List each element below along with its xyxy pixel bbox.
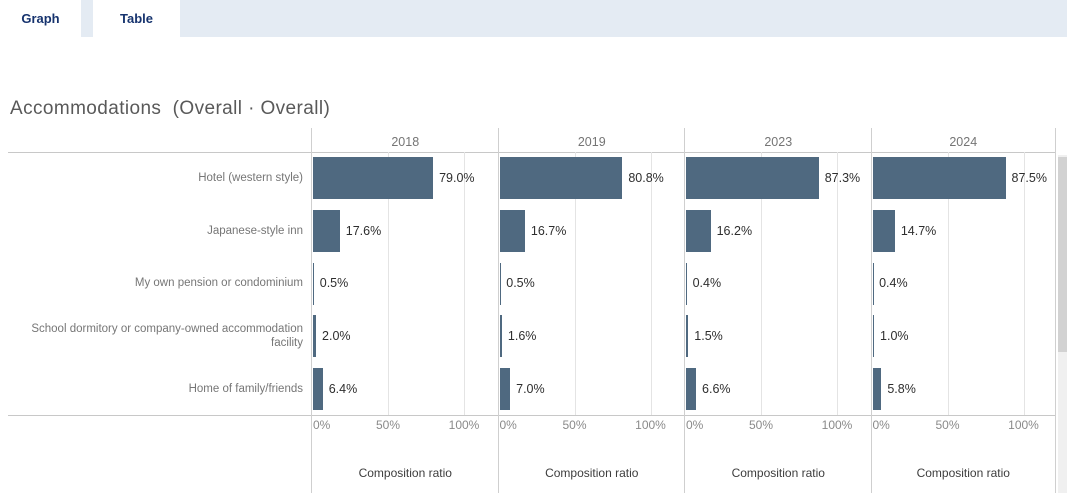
x-tick-50: 50%: [562, 418, 587, 432]
chart-title: Accommodations (Overall · Overall): [10, 98, 331, 119]
bar-2019-2[interactable]: [499, 262, 501, 305]
bar-value-label: 16.2%: [716, 223, 753, 238]
bar-2018-0[interactable]: [313, 157, 434, 200]
bar-2023-4[interactable]: [686, 367, 697, 410]
bar-value-label: 7.0%: [516, 381, 545, 396]
bar-2024-0[interactable]: [872, 157, 1006, 200]
gridline-100: [1023, 152, 1025, 415]
bar-value-label: 0.5%: [506, 276, 535, 291]
panel-divider: [684, 128, 685, 493]
category-label: Home of family/friends: [188, 382, 303, 395]
bar-2018-2[interactable]: [313, 262, 314, 305]
bar-value-label: 14.7%: [900, 223, 937, 238]
gridline-50: [388, 152, 389, 415]
bar-value-label: 17.6%: [345, 223, 382, 238]
panel-divider: [870, 128, 872, 493]
bar-value-label: 1.5%: [694, 329, 723, 344]
x-tick-0: 0%: [872, 418, 890, 432]
panel-divider: [497, 128, 499, 493]
x-tick-50: 50%: [935, 418, 960, 432]
bar-2018-1[interactable]: [313, 209, 340, 252]
year-header: 2023: [764, 135, 793, 149]
bar-value-label: 1.0%: [880, 329, 909, 344]
bar-value-label: 80.8%: [628, 171, 664, 186]
bar-2024-1[interactable]: [872, 209, 895, 252]
bar-value-label: 1.6%: [507, 329, 537, 344]
x-tick-100: 100%: [635, 418, 666, 432]
panel-divider-right: [1055, 128, 1056, 493]
category-label: Hotel (western style): [198, 172, 303, 185]
bar-2023-0[interactable]: [686, 157, 819, 200]
x-tick-100: 100%: [1008, 418, 1039, 432]
x-tick-100: 100%: [821, 418, 853, 432]
bar-2023-1[interactable]: [686, 209, 711, 252]
bar-2018-4[interactable]: [313, 367, 323, 410]
gridline-50: [574, 152, 576, 415]
bar-2024-4[interactable]: [872, 367, 882, 410]
x-axis-title: Composition ratio: [545, 466, 639, 480]
x-tick-0: 0%: [313, 418, 331, 432]
x-axis-title: Composition ratio: [916, 466, 1010, 480]
category-label: Japanese-style inn: [207, 224, 303, 237]
vertical-scrollbar-thumb[interactable]: [1058, 157, 1067, 352]
bar-2023-2[interactable]: [686, 262, 687, 305]
x-axis-title: Composition ratio: [358, 466, 452, 480]
bar-2019-0[interactable]: [499, 157, 623, 200]
year-header: 2024: [949, 135, 978, 149]
bar-2024-2[interactable]: [872, 262, 874, 305]
bar-value-label: 16.7%: [530, 223, 567, 238]
tab-graph[interactable]: Graph: [0, 0, 81, 37]
bar-value-label: 2.0%: [322, 329, 351, 344]
x-tick-0: 0%: [499, 418, 517, 432]
x-tick-50: 50%: [375, 418, 401, 432]
header-underline: [8, 152, 1055, 153]
view-tabbar: Graph Table: [0, 0, 1067, 37]
bar-value-label: 6.6%: [702, 381, 731, 396]
bar-2024-3[interactable]: [872, 315, 875, 358]
gridline-100: [464, 152, 465, 415]
gridline-100: [650, 152, 652, 415]
x-tick-0: 0%: [686, 418, 704, 432]
bar-value-label: 0.4%: [879, 276, 908, 291]
gridline-100: [837, 152, 838, 415]
x-axis-title: Composition ratio: [731, 466, 825, 480]
bar-value-label: 0.5%: [319, 276, 349, 291]
bar-2018-3[interactable]: [313, 315, 317, 358]
bar-value-label: 5.8%: [887, 381, 916, 396]
x-tick-100: 100%: [448, 418, 480, 432]
bar-2019-3[interactable]: [499, 315, 502, 358]
category-label: School dormitory or company-owned accomm…: [31, 322, 303, 350]
year-header: 2019: [577, 135, 606, 149]
bar-value-label: 6.4%: [328, 381, 358, 396]
bar-value-label: 87.3%: [824, 171, 861, 186]
axis-baseline: [8, 415, 1055, 416]
year-header: 2018: [391, 135, 420, 149]
bar-value-label: 87.5%: [1011, 171, 1047, 186]
bar-2023-3[interactable]: [686, 315, 689, 358]
bar-2019-1[interactable]: [499, 209, 525, 252]
bar-2019-4[interactable]: [499, 367, 511, 410]
category-label: My own pension or condominium: [134, 277, 303, 290]
tab-table[interactable]: Table: [93, 0, 180, 37]
bar-value-label: 0.4%: [692, 276, 722, 291]
bar-value-label: 79.0%: [439, 171, 475, 186]
panel-divider: [311, 128, 312, 493]
gridline-50: [947, 152, 949, 415]
gridline-50: [761, 152, 762, 415]
x-tick-50: 50%: [748, 418, 774, 432]
